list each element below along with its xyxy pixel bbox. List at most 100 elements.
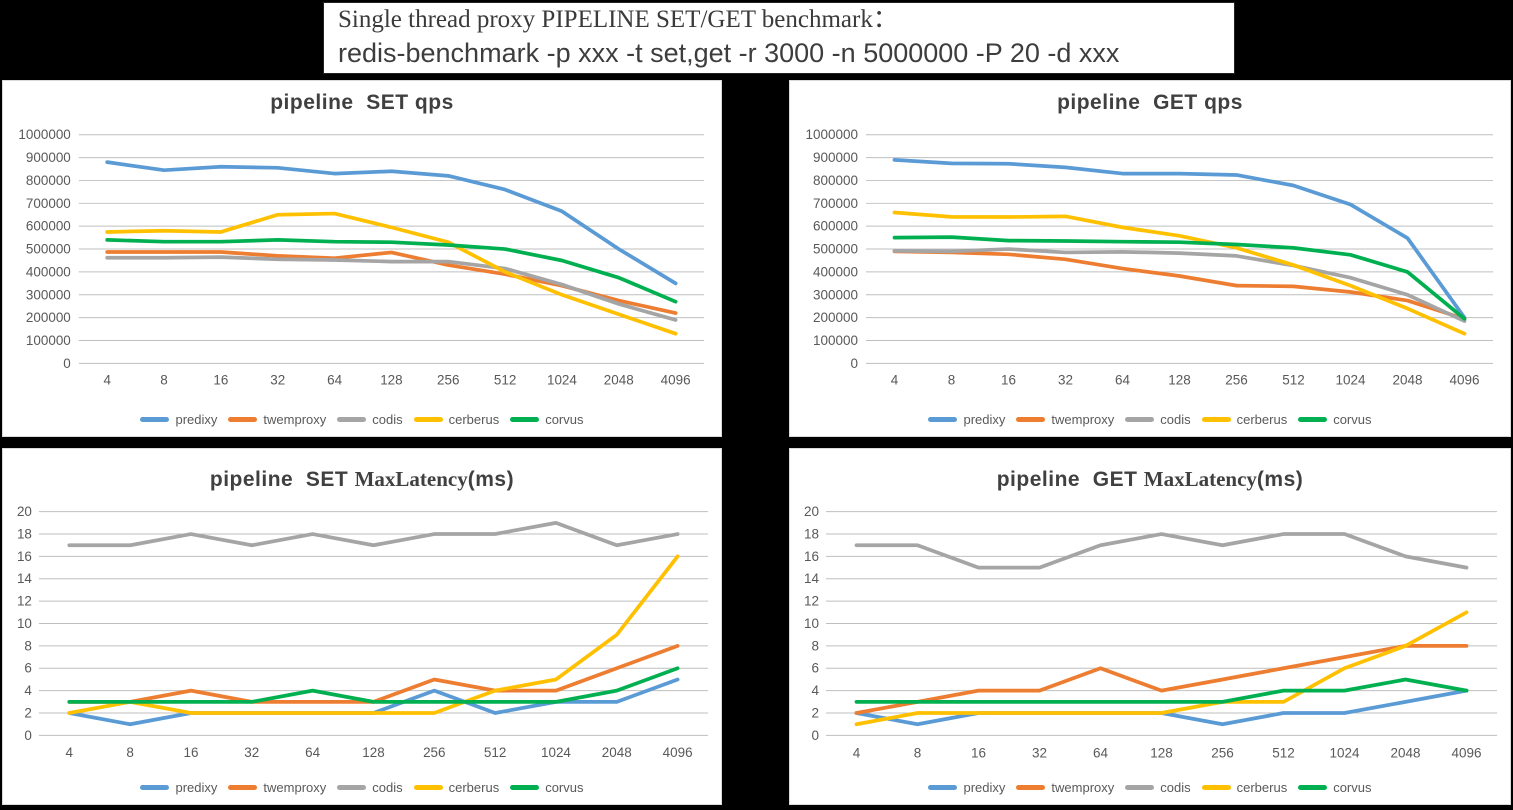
- legend-set-qps: predixy twemproxy codis cerberus corvus: [3, 412, 721, 427]
- legend-label: corvus: [545, 780, 584, 795]
- series-line-twemproxy: [854, 644, 1469, 715]
- series-line-corvus: [892, 235, 1467, 321]
- y-tick-label: 0: [63, 356, 70, 371]
- legend-label: predixy: [963, 780, 1006, 795]
- legend-get-maxlatency: predixy twemproxy codis cerberus corvus: [790, 780, 1510, 795]
- x-tick-label: 64: [327, 372, 342, 387]
- chart-panel-set-maxlatency: pipeline SET MaxLatency(ms) 20 18 16 14 12 10 8…: [2, 448, 722, 805]
- chart-panel-get-maxlatency: pipeline GET MaxLatency(ms) 20 18 16 14 12 10 8…: [789, 448, 1511, 805]
- legend-item-predixy: predixy: [140, 780, 217, 795]
- legend-item-twemproxy: twemproxy: [1016, 412, 1114, 427]
- y-tick-label: 700000: [813, 196, 858, 211]
- legend-label: twemproxy: [263, 412, 327, 427]
- legend-swatch-icon: [140, 785, 170, 790]
- series-line-codis: [892, 247, 1467, 323]
- x-tick-label: 512: [494, 372, 516, 387]
- series-line-cerberus: [854, 610, 1469, 727]
- y-tick-label: 6: [811, 661, 819, 676]
- legend-swatch-icon: [928, 785, 958, 790]
- legend-item-cerberus: cerberus: [1201, 412, 1288, 427]
- legend-swatch-icon: [1298, 417, 1328, 422]
- x-tick-label: 32: [1058, 372, 1073, 387]
- legend-swatch-icon: [337, 785, 367, 790]
- legend-label: corvus: [1333, 780, 1372, 795]
- x-tick-label: 2048: [602, 745, 632, 760]
- series-line-corvus: [854, 677, 1469, 704]
- x-tick-label: 512: [484, 745, 506, 760]
- legend-label: cerberus: [448, 412, 500, 427]
- legend-label: cerberus: [1236, 412, 1288, 427]
- legend-item-codis: codis: [337, 412, 403, 427]
- x-tick-label: 16: [971, 745, 986, 760]
- legend-item-twemproxy: twemproxy: [1016, 780, 1114, 795]
- y-tick-label: 400000: [26, 264, 71, 279]
- legend-swatch-icon: [928, 417, 958, 422]
- series-line-predixy: [105, 160, 678, 286]
- x-tick-label: 8: [948, 372, 956, 387]
- chart-title-part: (ms): [467, 468, 515, 491]
- x-tick-label: 4096: [1449, 372, 1479, 387]
- legend-label: codis: [1160, 780, 1191, 795]
- y-tick-label: 200000: [26, 310, 71, 325]
- y-tick-label: 14: [804, 571, 820, 586]
- x-tick-label: 16: [183, 745, 198, 760]
- legend-label: codis: [372, 780, 403, 795]
- x-tick-label: 8: [160, 372, 167, 387]
- legend-item-corvus: corvus: [510, 412, 584, 427]
- benchmark-command: redis-benchmark -p xxx -t set,get -r 300…: [338, 38, 1120, 68]
- y-tick-label: 800000: [813, 173, 858, 188]
- y-tick-label: 400000: [813, 264, 858, 279]
- y-tick-label: 900000: [26, 150, 71, 165]
- y-tick-label: 10: [17, 616, 32, 631]
- y-tick-label: 20: [804, 504, 819, 519]
- y-tick-label: 300000: [26, 287, 71, 302]
- x-tick-label: 32: [1032, 745, 1047, 760]
- x-tick-label: 512: [1272, 745, 1295, 760]
- legend-label: codis: [1160, 412, 1191, 427]
- legend-item-predixy: predixy: [928, 780, 1005, 795]
- y-tick-label: 4: [24, 683, 32, 698]
- y-tick-label: 300000: [813, 287, 858, 302]
- x-tick-label: 2048: [1390, 745, 1420, 760]
- x-tick-label: 4096: [661, 372, 691, 387]
- series-line-corvus: [67, 666, 680, 704]
- y-tick-label: 0: [850, 356, 858, 371]
- legend-item-cerberus: cerberus: [1201, 780, 1287, 795]
- y-tick-label: 18: [17, 527, 32, 542]
- legend-label: codis: [372, 412, 403, 427]
- legend-item-codis: codis: [1125, 780, 1191, 795]
- legend-swatch-icon: [1016, 417, 1046, 422]
- y-tick-label: 900000: [813, 150, 858, 165]
- x-tick-label: 16: [1001, 372, 1016, 387]
- legend-label: corvus: [545, 412, 584, 427]
- x-tick-label: 128: [1168, 372, 1191, 387]
- x-tick-label: 4: [891, 372, 899, 387]
- x-tick-label: 2048: [604, 372, 634, 387]
- legend-item-corvus: corvus: [1298, 412, 1372, 427]
- x-tick-label: 16: [213, 372, 228, 387]
- series-line-cerberus: [105, 211, 678, 336]
- chart-title-get-maxlatency: pipeline GET MaxLatency(ms): [790, 467, 1510, 492]
- y-tick-label: 100000: [813, 333, 858, 348]
- legend-swatch-icon: [1016, 785, 1046, 790]
- y-tick-label: 20: [17, 504, 32, 519]
- y-tick-label: 8: [24, 638, 31, 653]
- y-tick-label: 14: [17, 571, 32, 586]
- x-tick-label: 1024: [1335, 372, 1366, 387]
- y-tick-label: 100000: [26, 333, 71, 348]
- x-tick-label: 8: [914, 745, 922, 760]
- y-tick-label: 0: [24, 728, 31, 743]
- chart-title-set-qps: pipeline SET qps: [3, 91, 721, 115]
- y-tick-label: 700000: [26, 196, 71, 211]
- x-tick-label: 4: [103, 372, 111, 387]
- y-tick-label: 500000: [813, 242, 858, 257]
- legend-item-codis: codis: [337, 780, 403, 795]
- y-tick-label: 500000: [26, 242, 71, 257]
- y-tick-label: 16: [17, 549, 32, 564]
- chart-title-part: pipeline SET qps: [270, 91, 454, 114]
- x-tick-label: 4096: [663, 745, 693, 760]
- x-tick-label: 32: [244, 745, 259, 760]
- x-tick-label: 128: [362, 745, 384, 760]
